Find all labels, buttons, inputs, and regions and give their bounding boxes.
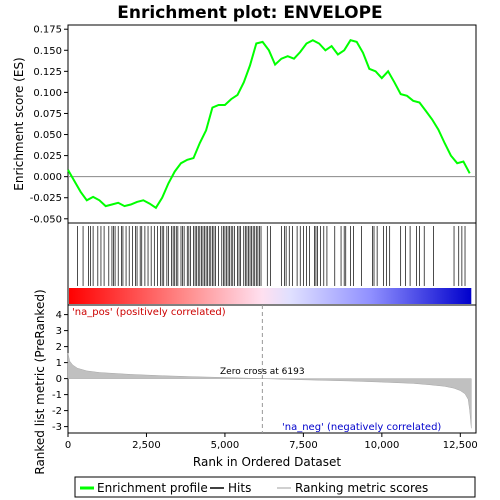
metric-y-tick-label: -3 [52, 422, 62, 433]
legend-hits-label: Hits [228, 481, 251, 495]
chart-title: Enrichment plot: ENVELOPE [117, 3, 382, 23]
es-y-tick-label: 0.025 [33, 151, 62, 162]
metric-y-tick-label: -1 [52, 390, 62, 401]
es-y-tick-label: 0.050 [33, 130, 62, 141]
ranking-metric-area [67, 352, 472, 429]
rank-color-bar [69, 288, 472, 304]
x-axis-ticks: 0 2,500 5,000 7,500 10,000 12,500 [65, 433, 478, 451]
x-tick-label: 5,000 [211, 440, 240, 451]
hits-panel [67, 222, 477, 306]
x-tick-label: 0 [65, 440, 71, 451]
es-y-tick-label: 0.000 [33, 172, 62, 183]
es-y-tick-label: 0.150 [33, 46, 62, 57]
x-tick-label: 12,500 [443, 440, 478, 451]
metric-plot-frame [67, 304, 477, 434]
es-y-tick-label: 0.175 [33, 25, 62, 36]
es-panel: -0.050 -0.025 0.000 0.025 0.050 0.075 0.100 0.1… [12, 24, 477, 225]
x-axis-label: Rank in Ordered Dataset [193, 455, 341, 469]
zero-cross-label: Zero cross at 6193 [220, 367, 305, 377]
es-y-tick-label: -0.050 [30, 214, 62, 225]
x-tick-label: 2,500 [132, 440, 161, 451]
positive-correlation-label: 'na_pos' (positively correlated) [72, 307, 226, 318]
x-tick-label: 10,000 [364, 440, 399, 451]
es-y-tick-label: 0.100 [33, 88, 62, 99]
legend: Enrichment profile Hits Ranking metric s… [74, 476, 476, 498]
es-y-tick-label: -0.025 [30, 193, 62, 204]
metric-y-tick-label: 0 [56, 374, 62, 385]
metric-y-tick-label: 4 [56, 310, 62, 321]
x-tick-label: 7,500 [289, 440, 318, 451]
metric-panel: 4 3 2 1 0 -1 -2 -3 Zero cross at 6193 'na_pos' … [33, 289, 477, 475]
negative-correlation-label: 'na_neg' (negatively correlated) [282, 422, 441, 433]
legend-box [74, 476, 476, 498]
legend-enrichment-label: Enrichment profile [97, 481, 208, 495]
metric-y-ticks: 4 3 2 1 0 -1 -2 -3 [52, 310, 68, 433]
metric-y-tick-label: -2 [52, 406, 62, 417]
metric-y-tick-label: 1 [56, 358, 62, 369]
es-y-ticks: -0.050 -0.025 0.000 0.025 0.050 0.075 0.100 0.1… [30, 25, 68, 225]
es-y-axis-label: Enrichment score (ES) [12, 57, 26, 190]
enrichment-profile-line [67, 39, 471, 210]
metric-y-tick-label: 3 [56, 326, 62, 337]
hit-marks [77, 226, 466, 286]
es-y-tick-label: 0.125 [33, 67, 62, 78]
es-plot-frame [67, 24, 477, 224]
metric-y-axis-label: Ranked list metric (PreRanked) [33, 289, 47, 474]
metric-y-tick-label: 2 [56, 342, 62, 353]
legend-metric-label: Ranking metric scores [295, 481, 428, 495]
es-y-tick-label: 0.075 [33, 109, 62, 120]
